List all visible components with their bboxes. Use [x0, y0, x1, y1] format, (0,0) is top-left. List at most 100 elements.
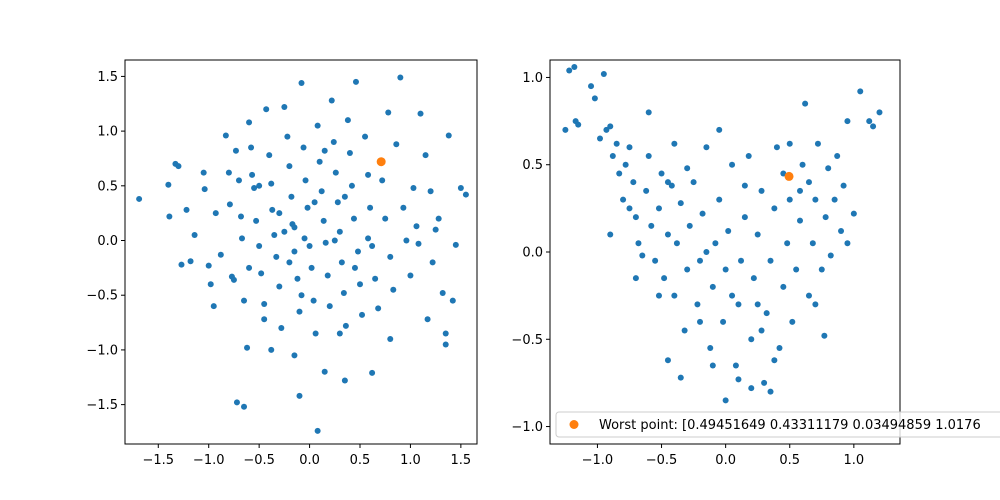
scatter-point — [187, 258, 194, 265]
scatter-point — [288, 193, 295, 200]
scatter-point — [175, 163, 182, 170]
scatter-point — [413, 223, 420, 230]
scatter-point — [616, 170, 623, 177]
scatter-point — [814, 140, 821, 147]
axes-frame — [124, 59, 478, 445]
scatter-point — [336, 228, 343, 235]
scatter-point — [201, 186, 208, 193]
scatter-point — [237, 213, 244, 220]
scatter-point — [797, 187, 803, 194]
y-tick-label: 1.5 — [97, 70, 118, 85]
scatter-point — [291, 248, 298, 255]
scatter-point — [387, 335, 394, 342]
scatter-point — [771, 205, 778, 212]
scatter-point — [442, 330, 449, 337]
legend-label: Worst point: [0.49451649 0.43311179 0.03… — [599, 418, 981, 433]
scatter-point — [834, 153, 841, 159]
scatter-point — [222, 132, 229, 139]
scatter-point — [422, 152, 429, 159]
scatter-point — [761, 379, 768, 386]
scatter-point — [825, 165, 832, 172]
scatter-point — [410, 185, 417, 191]
scatter-point — [346, 149, 353, 156]
scatter-point — [136, 195, 143, 202]
scatter-point — [306, 242, 313, 249]
legend-marker — [569, 420, 579, 429]
scatter-point — [397, 74, 404, 81]
scatter-point — [562, 126, 569, 133]
scatter-point — [750, 275, 757, 282]
scatter-point — [178, 261, 185, 268]
scatter-point — [166, 213, 173, 220]
scatter-point — [822, 214, 829, 221]
scatter-point — [722, 266, 729, 273]
scatter-point — [276, 283, 283, 290]
scatter-point — [857, 88, 864, 95]
scatter-point — [671, 140, 678, 147]
scatter-point — [301, 235, 308, 242]
scatter-point — [278, 325, 285, 332]
scatter-point — [429, 259, 436, 266]
scatter-point — [341, 377, 348, 384]
scatter-point — [591, 95, 598, 102]
scatter-point — [269, 206, 276, 213]
scatter-point — [729, 161, 736, 168]
scatter-point — [776, 345, 783, 351]
scatter-point — [720, 318, 727, 325]
scatter-point — [281, 104, 288, 111]
scatter-point — [658, 170, 665, 177]
scatter-point — [707, 345, 714, 351]
scatter-point — [870, 123, 877, 130]
scatter-point — [249, 171, 256, 178]
scatter-point — [758, 327, 765, 334]
scatter-point — [328, 97, 335, 104]
scatter-point — [681, 327, 688, 334]
scatter-point — [655, 292, 662, 299]
scatter-point — [183, 206, 190, 213]
scatter-point — [321, 368, 328, 375]
scatter-point — [350, 215, 357, 222]
scatter-point — [367, 204, 374, 211]
scatter-point — [812, 196, 819, 203]
scatter-point — [362, 133, 369, 140]
scatter-point — [767, 257, 774, 264]
scatter-point — [298, 79, 305, 86]
scatter-point — [703, 144, 710, 151]
scatter-point — [432, 226, 439, 233]
scatter-point — [632, 275, 639, 282]
scatter-point — [716, 126, 723, 133]
scatter-point — [291, 224, 298, 231]
scatter-point — [789, 318, 796, 325]
scatter-point — [296, 308, 303, 315]
scatter-point — [369, 369, 376, 376]
scatter-point — [296, 392, 303, 399]
scatter-point — [273, 253, 280, 260]
y-tick-label: −0.5 — [86, 289, 118, 304]
scatter-point — [738, 257, 745, 264]
scatter-point — [876, 109, 883, 116]
scatter-point — [648, 222, 655, 229]
scatter-point — [732, 362, 739, 369]
scatter-point — [684, 266, 691, 273]
scatter-point — [840, 182, 847, 189]
scatter-point — [385, 109, 392, 116]
scatter-point — [607, 231, 614, 238]
scatter-point — [805, 179, 812, 186]
scatter-point — [758, 187, 765, 194]
scatter-point — [232, 147, 239, 154]
scatter-point — [818, 266, 825, 273]
scatter-point — [256, 182, 263, 189]
scatter-point — [639, 252, 646, 259]
scatter-point — [866, 118, 873, 125]
scatter-point — [316, 158, 323, 165]
scatter-point — [281, 228, 288, 235]
scatter-point — [241, 297, 248, 304]
scatter-point — [694, 301, 701, 308]
x-tick-label: 1.0 — [400, 453, 421, 468]
scatter-point — [246, 264, 253, 271]
scatter-point — [324, 272, 331, 279]
worst-point-marker — [784, 171, 794, 181]
scatter-point — [600, 70, 607, 77]
scatter-point — [821, 332, 828, 339]
x-tick-label: 1.0 — [844, 453, 865, 468]
